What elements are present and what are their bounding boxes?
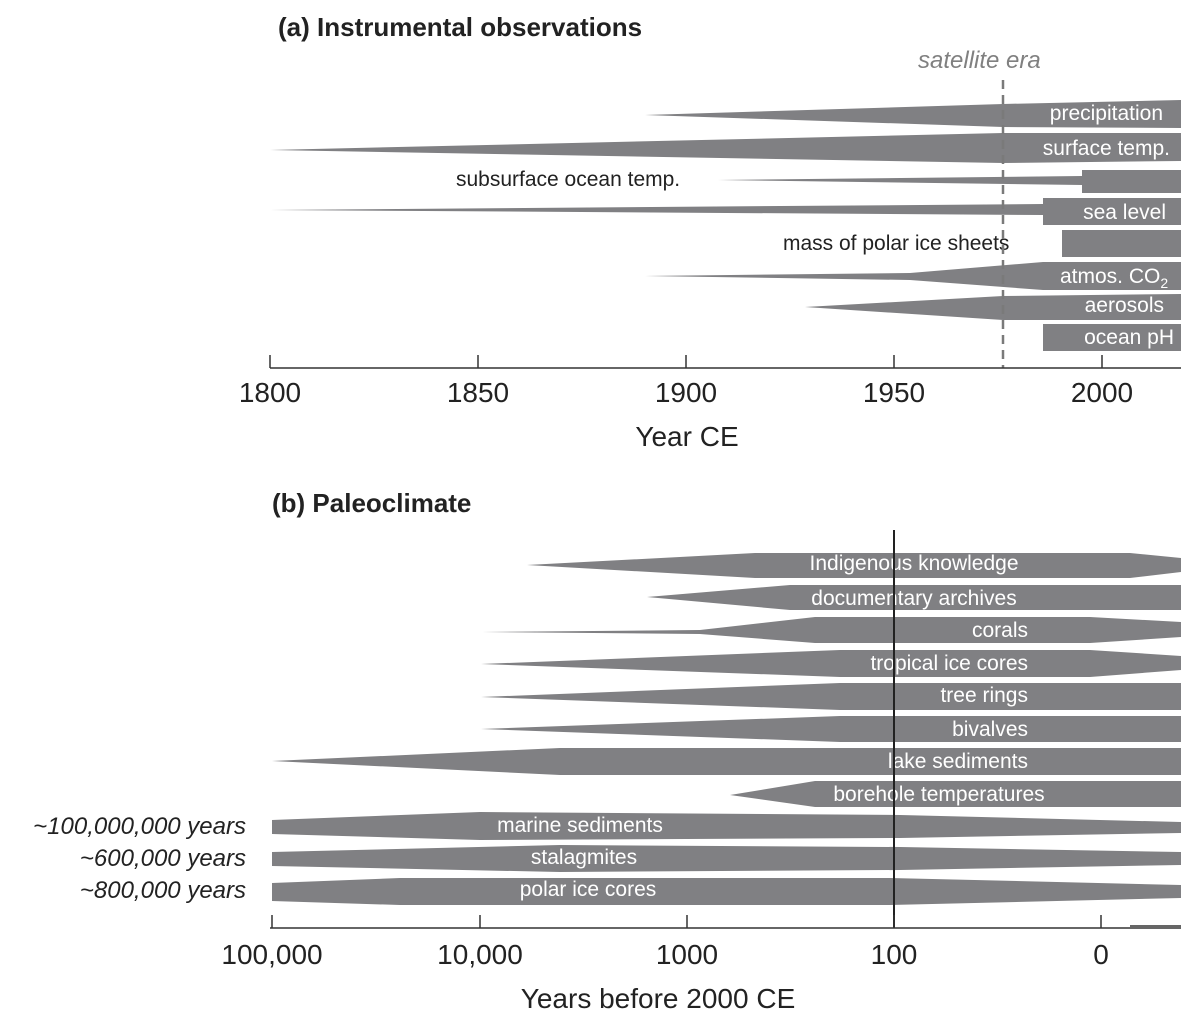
label-polar-ice-cores: polar ice cores [520,878,657,901]
label-aerosols: aerosols [1085,294,1164,317]
panel-b-xlabel: Years before 2000 CE [521,983,796,1013]
panel-b-tick-0: 0 [1093,939,1109,970]
bar-atmos-co2 [645,262,1181,290]
bar-lake-sediments [272,748,1181,775]
label-ocean-ph: ocean pH [1084,326,1174,349]
panel-b-title: (b) Paleoclimate [272,488,471,518]
panel-a-tick-1900: 1900 [655,377,717,408]
bar-marine-sediments [272,812,1181,840]
label-lake-sediments: lake sediments [888,750,1028,773]
panel-a-tick-2000: 2000 [1071,377,1133,408]
panel-a-tick-1950: 1950 [863,377,925,408]
label-stalagmites: stalagmites [531,846,637,869]
label-borehole-temperatures: borehole temperatures [833,783,1044,806]
extent-label-marine-sediments: ~100,000,000 years [33,813,246,840]
panel-a-tick-1800: 1800 [239,377,301,408]
label-mass-polar-ice-sheets: mass of polar ice sheets [783,232,1009,255]
satellite-era-label: satellite era [918,47,1041,74]
bar-tropical-ice-cores [481,650,1181,677]
bar-sea-level [270,198,1181,225]
label-indigenous-knowledge: Indigenous knowledge [810,552,1019,575]
panel-a-x-axis [269,355,1181,369]
label-subsurface-ocean-temp: subsurface ocean temp. [456,168,680,191]
bar-subsurface-ocean-temp [718,170,1181,193]
panel-b-tick-100: 100 [871,939,918,970]
panel-b-bars [272,553,1181,905]
label-atmos-co2: atmos. CO2 [1060,265,1168,291]
extent-label-polar-ice-cores: ~800,000 years [80,877,246,904]
label-surface-temp: surface temp. [1043,137,1170,160]
label-corals: corals [972,619,1028,642]
label-precipitation: precipitation [1050,102,1163,125]
bar-indigenous-knowledge [527,553,1181,578]
panel-a-bars [270,100,1181,351]
bar-bivalves [481,716,1181,742]
panel-a-tick-1850: 1850 [447,377,509,408]
bar-corals [482,617,1181,643]
panel-b-tick-100000: 100,000 [221,939,322,970]
bar-ocean-ph [1043,324,1181,351]
label-marine-sediments: marine sediments [497,814,663,837]
bar-stalagmites [272,845,1181,872]
panel-b-tick-10000: 10,000 [437,939,523,970]
extent-label-stalagmites: ~600,000 years [80,845,246,872]
panel-b-tick-1000: 1000 [656,939,718,970]
panel-b: (b) Paleoclimate Indigenous knowledge do… [33,488,1181,1013]
label-tropical-ice-cores: tropical ice cores [870,652,1028,675]
label-sea-level: sea level [1083,201,1166,224]
panel-a-xlabel: Year CE [635,421,738,452]
bar-surface-temp [270,133,1181,163]
panel-a: (a) Instrumental observations satellite … [239,12,1181,452]
bar-documentary-archives [647,585,1181,610]
label-documentary-archives: documentary archives [811,587,1016,610]
panel-b-x-axis [270,915,1181,929]
label-bivalves: bivalves [952,718,1028,741]
bar-tree-rings [481,683,1181,710]
bar-aerosols [805,294,1181,320]
label-tree-rings: tree rings [940,684,1028,707]
bar-polar-ice-cores [272,878,1181,905]
bar-mass-polar-ice-sheets [1062,230,1181,257]
bar-precipitation [645,100,1181,128]
panel-a-title: (a) Instrumental observations [278,12,642,42]
bar-borehole-temperatures [730,781,1181,807]
